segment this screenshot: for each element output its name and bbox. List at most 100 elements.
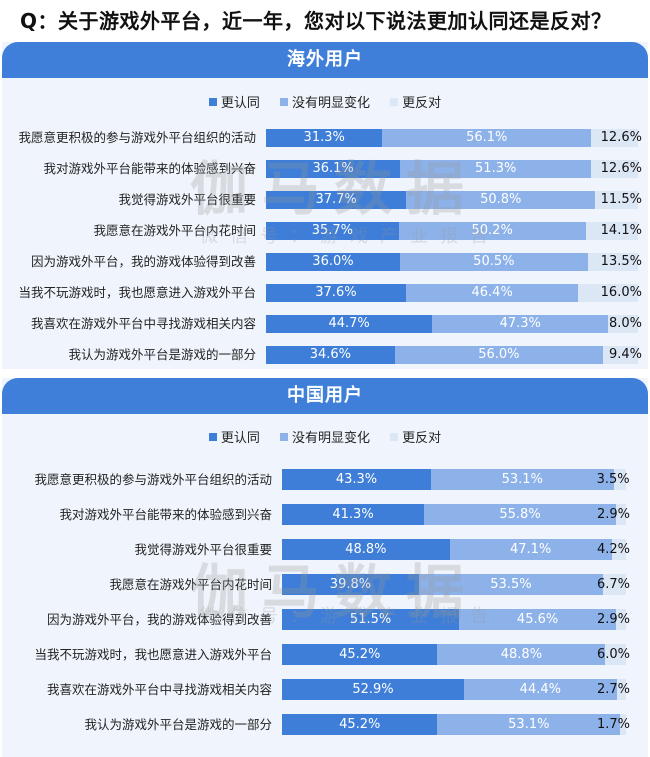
segment-value: 47.3% — [499, 316, 541, 331]
legend-label: 没有明显变化 — [291, 431, 370, 446]
row-label: 我对游戏外平台能带来的体验感到兴奋 — [43, 161, 256, 176]
bar-segment-disagree: 2.9% — [597, 609, 630, 630]
legend-swatch-icon — [390, 98, 399, 106]
chart-row: 我喜欢在游戏外平台中寻找游戏相关内容 52.9% 44.4% 2.7% — [2, 679, 648, 700]
stacked-bar: 48.8% 47.1% 4.2% — [282, 539, 630, 560]
segment-value: 4.2% — [596, 542, 630, 557]
bar-segment-disagree: 2.9% — [597, 504, 630, 525]
legend-item-disagree: 更反对 — [390, 92, 441, 111]
legend-item-agree: 更认同 — [208, 92, 260, 111]
legend-item-neutral: 没有明显变化 — [279, 92, 370, 111]
segment-value: 47.1% — [509, 542, 552, 557]
segment-value: 35.7% — [311, 223, 354, 238]
panel-header: 中国用户 — [2, 378, 648, 414]
legend-item-disagree: 更反对 — [390, 427, 441, 446]
chart-row: 当我不玩游戏时，我也愿意进入游戏外平台 37.6% 46.4% 16.0% — [2, 284, 648, 302]
bar-segment-disagree: 8.0% — [608, 315, 642, 333]
stacked-bar: 36.1% 51.3% 12.6% — [266, 160, 642, 178]
bar-segment-neutral: 53.1% — [430, 469, 614, 490]
row-label: 我认为游戏外平台是游戏的一部分 — [68, 347, 256, 362]
segment-value: 53.1% — [501, 472, 543, 487]
segment-value: 45.2% — [339, 647, 381, 662]
segment-value: 36.0% — [312, 254, 354, 269]
stacked-bar: 44.7% 47.3% 8.0% — [266, 315, 642, 333]
segment-value: 6.0% — [596, 647, 630, 662]
segment-value: 46.4% — [471, 285, 513, 300]
bar-segment-agree: 36.1% — [266, 160, 401, 178]
segment-value: 12.6% — [600, 130, 642, 145]
segment-value: 12.6% — [600, 161, 642, 176]
bar-segment-agree: 37.7% — [266, 191, 407, 209]
segment-value: 34.6% — [309, 347, 351, 362]
chart-row: 我觉得游戏外平台很重要 48.8% 47.1% 4.2% — [2, 539, 648, 560]
chart-row: 我愿意在游戏外平台内花时间 39.8% 53.5% 6.7% — [2, 574, 648, 595]
bar-segment-neutral: 50.8% — [406, 191, 596, 209]
bar-segment-disagree: 11.5% — [595, 191, 642, 209]
bar-segment-disagree: 3.5% — [597, 469, 630, 490]
legend-label: 更认同 — [220, 431, 260, 446]
segment-value: 13.5% — [600, 254, 642, 269]
chart-row: 我对游戏外平台能带来的体验感到兴奋 41.3% 55.8% 2.9% — [2, 504, 648, 525]
stacked-bar: 34.6% 56.0% 9.4% — [266, 346, 642, 364]
bar-segment-neutral: 44.4% — [463, 679, 617, 700]
bar-segment-agree: 41.3% — [282, 504, 425, 525]
row-label: 因为游戏外平台，我的游戏体验得到改善 — [30, 254, 256, 269]
row-label: 我认为游戏外平台是游戏的一部分 — [84, 717, 272, 732]
segment-value: 48.8% — [500, 647, 543, 662]
legend-item-agree: 更认同 — [208, 427, 260, 446]
segment-value: 55.8% — [499, 507, 541, 522]
segment-value: 11.5% — [600, 192, 642, 207]
chart-row: 我愿意更积极的参与游戏外平台组织的活动 43.3% 53.1% 3.5% — [2, 469, 648, 490]
stacked-bar: 45.2% 53.1% 1.7% — [282, 714, 630, 735]
segment-value: 56.1% — [466, 130, 508, 145]
bar-segment-agree: 31.3% — [266, 129, 383, 147]
stacked-bar: 52.9% 44.4% 2.7% — [282, 679, 630, 700]
segment-value: 2.9% — [596, 612, 630, 627]
legend: 更认同 没有明显变化 更反对 — [2, 92, 648, 111]
bar-segment-disagree: 1.7% — [597, 714, 630, 735]
legend-label: 更反对 — [402, 431, 442, 446]
chart-row: 我觉得游戏外平台很重要 37.7% 50.8% 11.5% — [2, 191, 648, 209]
stacked-bar: 43.3% 53.1% 3.5% — [282, 469, 630, 490]
row-label: 我愿意更积极的参与游戏外平台组织的活动 — [34, 472, 272, 487]
stacked-bar: 37.7% 50.8% 11.5% — [266, 191, 642, 209]
stacked-bar: 37.6% 46.4% 16.0% — [266, 284, 642, 302]
bar-segment-neutral: 47.3% — [432, 315, 609, 333]
segment-value: 37.6% — [315, 285, 357, 300]
bar-segment-disagree: 4.2% — [597, 539, 630, 560]
bar-segment-agree: 52.9% — [282, 679, 464, 700]
bar-segment-neutral: 50.5% — [399, 253, 588, 271]
legend-label: 更认同 — [220, 96, 260, 111]
bar-segment-agree: 39.8% — [282, 574, 419, 595]
row-label: 我愿意在游戏外平台内花时间 — [109, 577, 272, 592]
segment-value: 50.8% — [480, 192, 522, 207]
stacked-bar: 41.3% 55.8% 2.9% — [282, 504, 630, 525]
legend-item-neutral: 没有明显变化 — [279, 427, 370, 446]
segment-value: 16.0% — [600, 285, 642, 300]
legend-swatch-icon — [279, 433, 288, 441]
bar-segment-disagree: 6.0% — [597, 644, 630, 665]
segment-value: 2.9% — [596, 507, 630, 522]
bar-segment-agree: 45.2% — [282, 714, 438, 735]
bar-segment-agree: 44.7% — [266, 315, 433, 333]
chart-row: 当我不玩游戏时，我也愿意进入游戏外平台 45.2% 48.8% 6.0% — [2, 644, 648, 665]
segment-value: 43.3% — [335, 472, 378, 487]
bar-segment-agree: 51.5% — [282, 609, 460, 630]
bar-segment-agree: 35.7% — [266, 222, 399, 240]
segment-value: 44.7% — [328, 316, 370, 331]
segment-value: 6.7% — [596, 577, 630, 592]
segment-value: 14.1% — [600, 223, 642, 238]
segment-value: 52.9% — [352, 682, 394, 697]
chart-row: 我愿意更积极的参与游戏外平台组织的活动 31.3% 56.1% 12.6% — [2, 129, 648, 147]
segment-value: 1.7% — [596, 717, 630, 732]
segment-value: 51.5% — [349, 612, 392, 627]
bar-segment-disagree: 9.4% — [603, 346, 642, 364]
segment-value: 9.4% — [608, 347, 642, 362]
bar-segment-agree: 36.0% — [266, 253, 400, 271]
bar-segment-neutral: 53.1% — [437, 714, 621, 735]
bar-segment-neutral: 55.8% — [424, 504, 616, 525]
bar-segment-agree: 43.3% — [282, 469, 431, 490]
segment-value: 41.3% — [332, 507, 374, 522]
bar-segment-neutral: 47.1% — [449, 539, 612, 560]
segment-value: 56.0% — [478, 347, 520, 362]
